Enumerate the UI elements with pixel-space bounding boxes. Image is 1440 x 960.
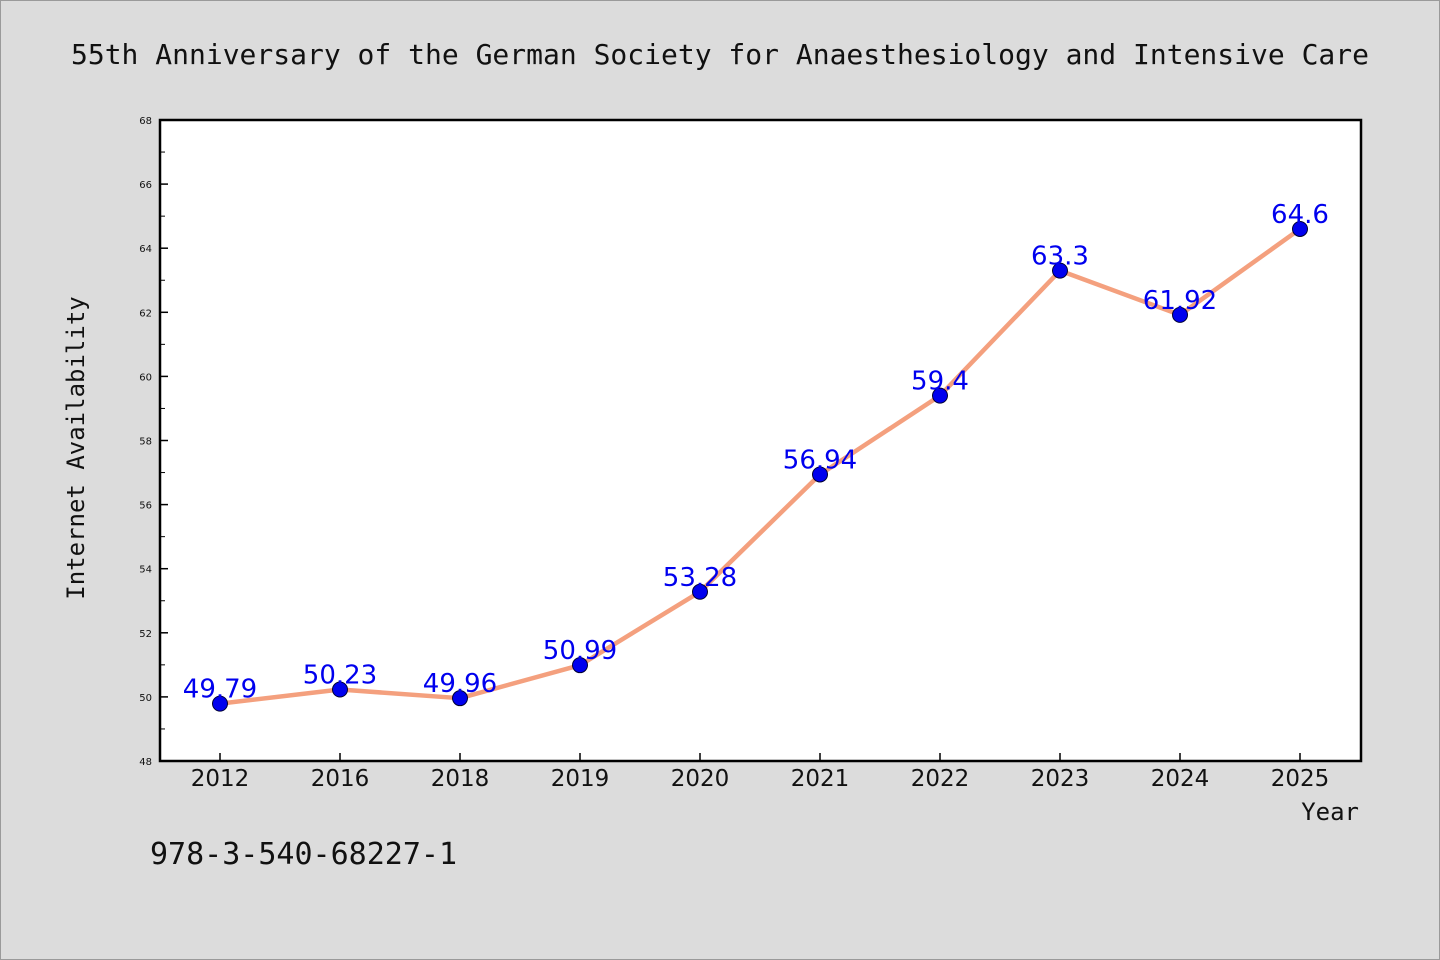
y-tick-label: 60 [139, 372, 152, 383]
x-tick-label: 2023 [1031, 766, 1090, 792]
y-tick-label: 64 [139, 244, 152, 255]
data-point [212, 695, 228, 712]
y-tick-label: 52 [139, 629, 152, 640]
x-tick-label: 2022 [911, 766, 970, 792]
data-point [1052, 262, 1068, 279]
data-label: 61.92 [1143, 286, 1217, 316]
y-tick-label: 54 [139, 565, 152, 576]
data-label: 49.96 [423, 669, 497, 699]
series-line-group [217, 226, 1303, 706]
x-tick-label: 2012 [191, 766, 250, 792]
data-point [812, 466, 828, 483]
data-point [332, 681, 348, 698]
y-tick-label: 66 [139, 180, 152, 191]
y-tick-label: 48 [139, 757, 152, 768]
x-tick-label: 2019 [551, 766, 610, 792]
y-axis: 48 50 52 54 56 58 60 62 64 66 68 [139, 116, 168, 768]
data-label: 49.79 [183, 675, 257, 705]
data-point [932, 387, 948, 404]
x-axis-label: Year [1301, 798, 1359, 826]
data-label: 63.3 [1031, 242, 1089, 272]
chart-title: 55th Anniversary of the German Society f… [71, 38, 1369, 71]
data-labels: 49.79 50.23 49.96 50.99 53.28 56.94 59.4 63.3 61… [183, 200, 1329, 705]
y-tick-label: 58 [139, 437, 152, 448]
x-tick-label: 2018 [431, 766, 490, 792]
data-point [1292, 220, 1308, 237]
data-label: 64.6 [1271, 200, 1329, 230]
data-label: 50.99 [543, 636, 617, 666]
x-tick-label: 2016 [311, 766, 370, 792]
y-tick-label: 68 [139, 116, 152, 127]
data-label: 56.94 [783, 445, 857, 475]
y-axis-label: Internet Availability [62, 296, 90, 599]
y-tick-label: 56 [139, 501, 152, 512]
x-tick-label: 2021 [791, 766, 850, 792]
x-axis: 2012 2016 2018 2019 2020 2021 2022 2023 2024 2025 [191, 753, 1330, 792]
y-tick-label: 50 [139, 693, 152, 704]
data-point [692, 583, 708, 600]
plot-area [158, 118, 1363, 763]
x-tick-label: 2025 [1271, 766, 1330, 792]
y-tick-label: 62 [139, 308, 152, 319]
isbn-footnote: 978-3-540-68227-1 [150, 837, 457, 872]
data-point [572, 657, 588, 674]
data-label: 53.28 [663, 563, 737, 593]
data-point [452, 690, 468, 707]
data-point [1172, 306, 1188, 323]
series-line [217, 226, 1303, 706]
x-tick-label: 2024 [1151, 766, 1210, 792]
x-tick-label: 2020 [671, 766, 730, 792]
data-label: 59.4 [911, 367, 969, 397]
data-markers [212, 220, 1308, 712]
data-label: 50.23 [303, 661, 377, 691]
